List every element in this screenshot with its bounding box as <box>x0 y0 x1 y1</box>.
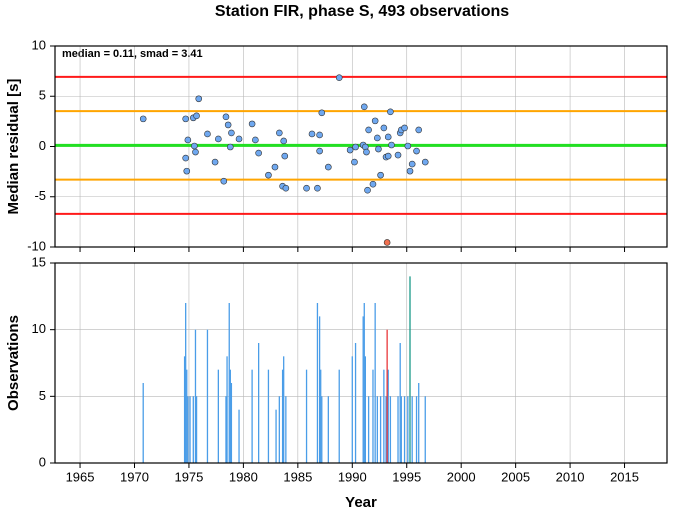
point <box>220 177 228 185</box>
point <box>195 95 203 103</box>
point <box>406 167 414 175</box>
point <box>363 148 370 156</box>
x-tick-label: 2010 <box>556 469 585 484</box>
point <box>375 145 382 153</box>
point <box>394 151 402 159</box>
x-tick-label: 1995 <box>392 469 421 484</box>
point <box>351 158 358 166</box>
y-tick-label: 10 <box>32 37 46 52</box>
x-axis-label: Year <box>345 494 377 511</box>
plot-frame <box>54 45 668 248</box>
point <box>191 142 198 150</box>
point <box>384 152 392 160</box>
point <box>364 186 371 194</box>
point <box>193 112 200 120</box>
point <box>215 135 222 143</box>
point <box>227 143 234 151</box>
point <box>380 124 388 132</box>
point <box>383 239 391 246</box>
point <box>211 158 219 166</box>
point <box>413 147 420 155</box>
point <box>371 117 379 125</box>
y-tick-label: 5 <box>39 388 46 403</box>
x-tick-label: 1965 <box>66 469 95 484</box>
point <box>280 137 287 145</box>
y-tick-label: -10 <box>27 238 46 253</box>
point <box>183 167 191 175</box>
point <box>404 142 412 150</box>
point <box>377 171 384 179</box>
point <box>265 171 272 179</box>
point <box>365 126 372 134</box>
point <box>228 129 235 137</box>
y-tick-label: 0 <box>39 138 46 153</box>
point <box>184 136 192 144</box>
point <box>408 160 416 168</box>
y-tick-label: -5 <box>34 188 46 203</box>
point <box>224 121 232 129</box>
point <box>308 130 316 138</box>
x-tick-label: 2000 <box>447 469 476 484</box>
point <box>139 115 147 123</box>
point <box>421 158 429 166</box>
point <box>346 146 354 154</box>
y-tick-label: 10 <box>32 321 46 336</box>
point <box>204 130 211 138</box>
point <box>314 184 321 192</box>
point <box>303 184 310 192</box>
x-tick-label: 2015 <box>610 469 639 484</box>
point <box>282 184 290 192</box>
point <box>248 120 256 128</box>
point <box>252 136 259 144</box>
point <box>387 108 394 116</box>
point <box>182 154 189 162</box>
point <box>222 113 230 121</box>
x-tick-label: 1970 <box>120 469 149 484</box>
x-tick-label: 1990 <box>338 469 367 484</box>
point <box>388 141 395 149</box>
y-axis-label: Median residual [s] <box>5 79 22 215</box>
point <box>374 134 381 142</box>
y-tick-label: 0 <box>39 454 46 469</box>
point <box>335 74 343 81</box>
x-tick-label: 2005 <box>501 469 530 484</box>
point <box>352 143 359 151</box>
point <box>271 163 279 171</box>
point <box>276 129 283 137</box>
point <box>401 124 408 132</box>
annotation: median = 0.11, smad = 3.41 <box>62 48 203 60</box>
chart-title: Station FIR, phase S, 493 observations <box>215 3 509 20</box>
y-tick-label: 5 <box>39 88 46 103</box>
point <box>192 148 199 156</box>
point <box>255 149 262 157</box>
point <box>316 131 323 139</box>
point <box>325 163 332 171</box>
point <box>235 135 243 143</box>
point <box>369 180 377 188</box>
x-tick-label: 1985 <box>283 469 312 484</box>
point <box>316 147 323 155</box>
y-tick-label: 15 <box>32 254 46 269</box>
point <box>182 115 189 123</box>
point <box>384 133 392 141</box>
y-axis-label: Observations <box>5 315 22 411</box>
plot-frame <box>54 262 668 464</box>
point <box>318 109 326 117</box>
point <box>360 103 368 111</box>
point <box>415 126 423 134</box>
x-tick-label: 1975 <box>174 469 203 484</box>
point <box>281 152 289 160</box>
x-tick-label: 1980 <box>229 469 258 484</box>
